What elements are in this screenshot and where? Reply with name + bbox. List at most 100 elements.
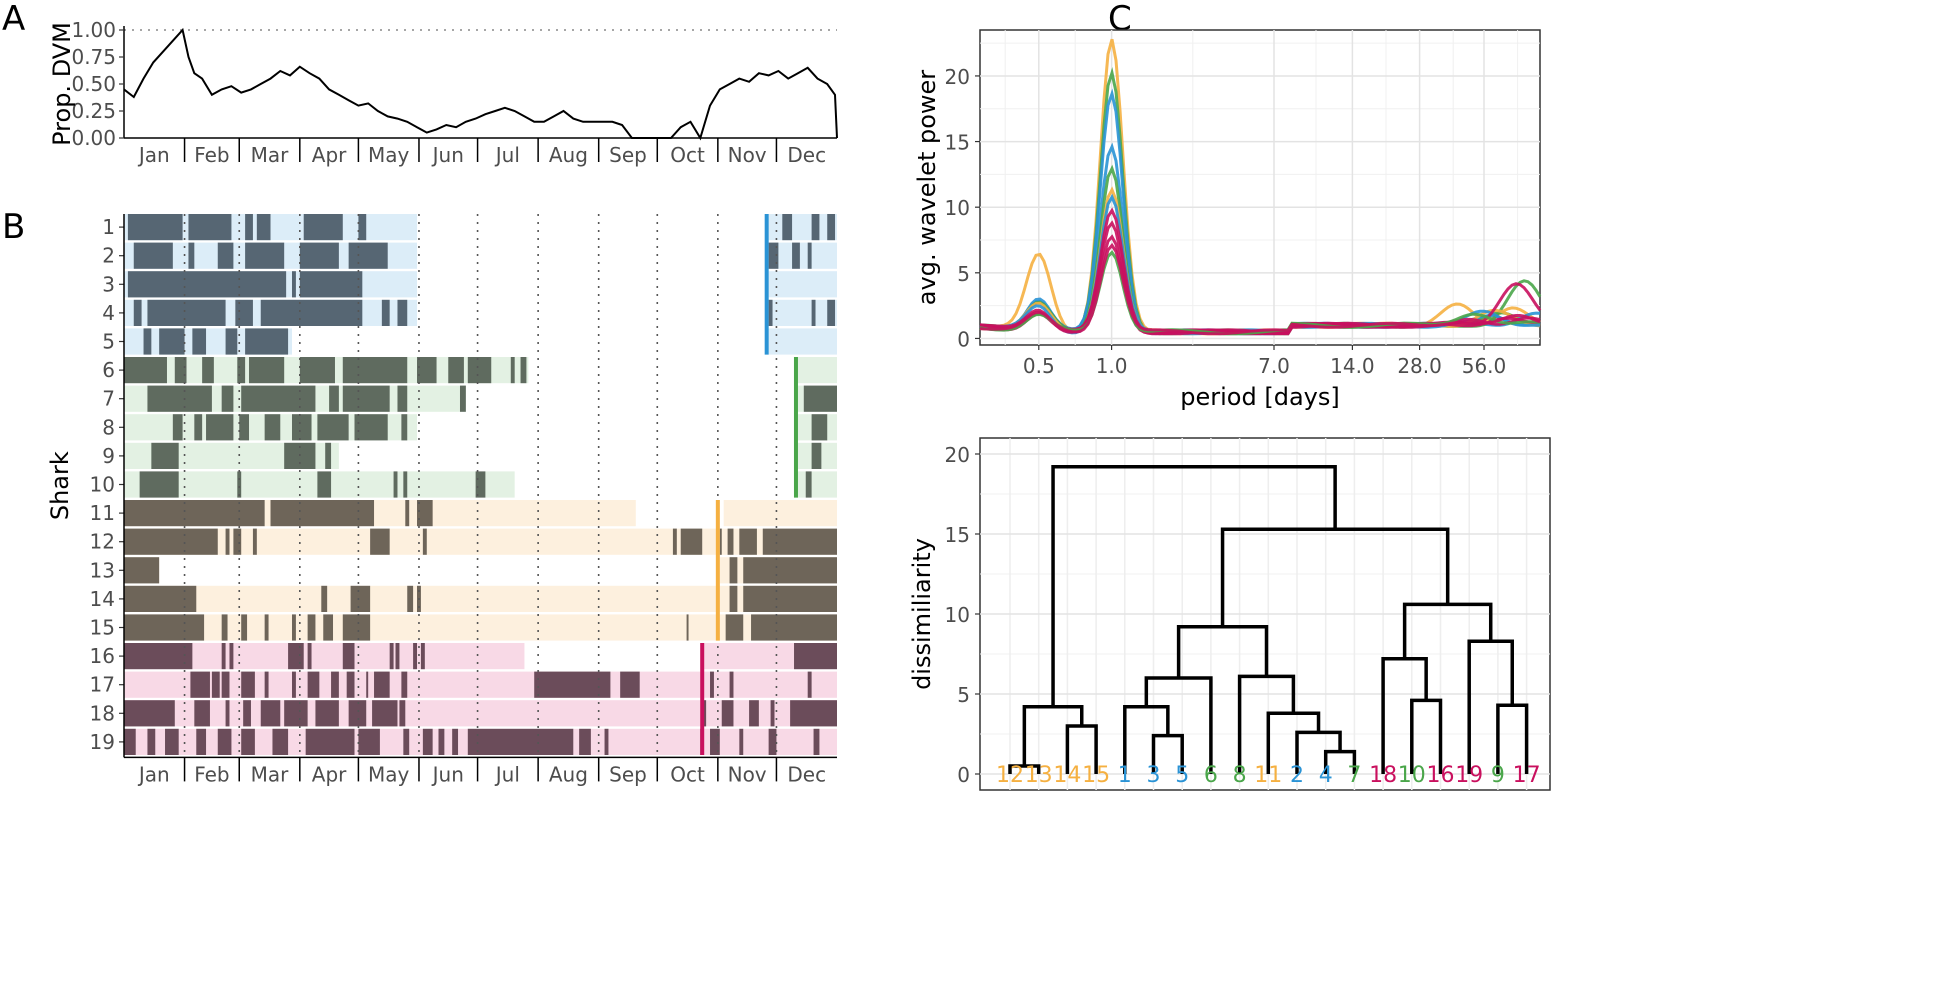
shark-6-dvm-segment xyxy=(510,357,515,384)
panel-a-month-label: Feb xyxy=(194,143,229,167)
dendrogram-leaf-label-2: 2 xyxy=(1290,763,1304,788)
shark-12-dvm-segment xyxy=(672,528,677,555)
panel-b-month-label: Nov xyxy=(728,762,767,786)
shark-15-dvm-segment xyxy=(221,614,228,641)
panel-a-y-tick-label: 0.50 xyxy=(71,72,116,96)
shark-12-dvm-segment xyxy=(233,528,242,555)
shark-14-dvm-segment xyxy=(321,585,328,612)
shark-5-dvm-segment xyxy=(143,328,152,355)
shark-10-coverage-bar xyxy=(797,471,837,498)
shark-6-dvm-segment xyxy=(417,357,437,384)
shark-7-label: 7 xyxy=(102,387,115,411)
panel-c-x-tick-label: 56.0 xyxy=(1462,354,1507,378)
panel-a-month-label: Apr xyxy=(312,143,347,167)
panel-a-month-label: Oct xyxy=(670,143,705,167)
panel-c-x-tick-label: 14.0 xyxy=(1330,354,1375,378)
shark-17-label: 17 xyxy=(90,673,115,697)
shark-12-dvm-segment xyxy=(124,528,218,555)
shark-17-dvm-segment xyxy=(190,671,210,698)
shark-3-dvm-segment xyxy=(299,271,363,298)
shark-3-dvm-segment xyxy=(127,271,287,298)
shark-19-dvm-segment xyxy=(196,728,207,755)
dendrogram-leaf-label-14: 14 xyxy=(1053,763,1081,788)
shark-7-dvm-segment xyxy=(329,385,339,412)
shark-2-dvm-segment xyxy=(348,242,388,269)
shark-6-label: 6 xyxy=(102,358,115,382)
panel-c-x-axis-title: period [days] xyxy=(1180,383,1339,411)
panel-letter-b: B xyxy=(2,207,25,247)
shark-17-dvm-segment xyxy=(241,671,255,698)
shark-19-dvm-segment xyxy=(768,728,777,755)
shark-18-label: 18 xyxy=(90,701,115,725)
shark-17-dvm-segment xyxy=(366,671,369,698)
shark-16-dvm-segment xyxy=(288,643,304,670)
shark-19-dvm-segment xyxy=(438,728,445,755)
shark-1-dvm-segment xyxy=(188,214,232,241)
shark-1-dvm-segment xyxy=(256,214,271,241)
shark-19-dvm-segment xyxy=(305,728,355,755)
shark-19-dvm-segment xyxy=(241,728,255,755)
panel-d-y-tick-label: 15 xyxy=(945,523,970,547)
shark-4-coverage-bar xyxy=(768,299,837,326)
shark-2-dvm-segment xyxy=(299,242,339,269)
shark-7-dvm-segment xyxy=(342,385,390,412)
shark-17-dvm-segment xyxy=(807,671,812,698)
shark-19-dvm-segment xyxy=(710,728,720,755)
panel-c-y-axis-title: avg. wavelet power xyxy=(913,70,941,305)
panel-a-month-label: Jul xyxy=(494,143,520,167)
shark-14-dvm-segment xyxy=(407,585,414,612)
shark-16-dvm-segment xyxy=(794,643,837,670)
shark-19-label: 19 xyxy=(90,730,115,754)
shark-14-dvm-segment xyxy=(743,585,837,612)
shark-9-dvm-segment xyxy=(325,442,332,469)
shark-4-dvm-segment xyxy=(381,299,390,326)
panel-b-month-label: Feb xyxy=(194,762,229,786)
shark-18-dvm-segment xyxy=(399,700,406,727)
shark-15-dvm-segment xyxy=(686,614,689,641)
shark-18-dvm-segment xyxy=(315,700,339,727)
panel-b-month-label: Dec xyxy=(787,762,826,786)
shark-17-dvm-segment xyxy=(620,671,640,698)
shark-4-label: 4 xyxy=(102,301,115,325)
shark-17-dvm-segment xyxy=(221,671,230,698)
shark-16-dvm-segment xyxy=(124,643,193,670)
shark-11-label: 11 xyxy=(90,501,115,525)
shark-5-dvm-segment xyxy=(245,328,289,355)
panel-c-x-tick-label: 7.0 xyxy=(1258,354,1290,378)
panel-d-y-tick-label: 10 xyxy=(945,603,970,627)
panel-c-x-tick-label: 1.0 xyxy=(1096,354,1128,378)
shark-4-dvm-segment xyxy=(133,299,142,326)
shark-15-label: 15 xyxy=(90,616,115,640)
shark-2-label: 2 xyxy=(102,244,115,268)
shark-6-dvm-segment xyxy=(520,357,527,384)
dendrogram-leaf-label-11: 11 xyxy=(1254,763,1282,788)
shark-17-dvm-segment xyxy=(401,671,408,698)
shark-10-dvm-segment xyxy=(403,471,408,498)
shark-2-dvm-segment xyxy=(768,242,779,269)
shark-6-dvm-segment xyxy=(124,357,167,384)
shark-19-dvm-segment xyxy=(467,728,574,755)
shark-5-dvm-segment xyxy=(225,328,238,355)
shark-2-dvm-segment xyxy=(245,242,285,269)
shark-2-dvm-segment xyxy=(792,242,800,269)
shark-10-dvm-segment xyxy=(393,471,398,498)
panel-d-y-tick-label: 0 xyxy=(957,763,970,787)
shark-8-dvm-segment xyxy=(291,414,312,441)
shark-6-dvm-segment xyxy=(342,357,408,384)
shark-2-dvm-segment xyxy=(217,242,234,269)
shark-19-dvm-segment xyxy=(272,728,289,755)
panel-d-y-axis-title: dissimiliarity xyxy=(908,538,936,690)
shark-15-dvm-segment xyxy=(751,614,837,641)
panel-a-month-label: May xyxy=(368,143,410,167)
shark-17-dvm-segment xyxy=(534,671,611,698)
shark-2-dvm-segment xyxy=(133,242,173,269)
shark-15-dvm-segment xyxy=(342,614,371,641)
shark-17-dvm-segment xyxy=(264,671,269,698)
shark-7-dvm-segment xyxy=(147,385,212,412)
shark-2-coverage-bar xyxy=(768,242,837,269)
panel-a-y-tick-label: 0.00 xyxy=(71,126,116,150)
shark-17-dvm-segment xyxy=(331,671,339,698)
shark-13-dvm-segment xyxy=(124,557,160,584)
